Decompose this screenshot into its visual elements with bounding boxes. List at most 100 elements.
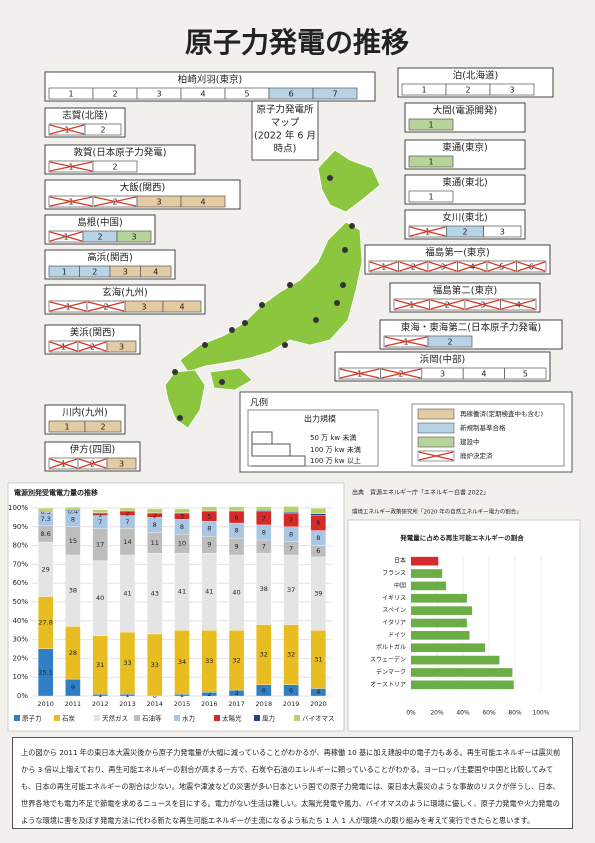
unit-label: 2 [465,86,470,95]
bar-segment [175,509,190,513]
data-label: 4 [316,688,320,696]
unit-label: 1 [428,193,433,202]
data-label: 38 [69,587,77,595]
data-label: 14 [123,538,131,546]
plant-dot [219,379,225,385]
x-tick-label: 100% [532,710,549,717]
scale-title: 出力規模 [304,414,336,424]
plant-name: 伊方(四国) [70,444,115,456]
data-label: 7 [289,544,293,552]
unit-label: 3 [440,370,445,379]
unit-label: 2 [112,163,117,172]
unit-label: 1 [428,121,433,130]
legend-swatch [94,715,100,721]
x-tick-label: 2016 [201,700,218,708]
bar-segment [93,510,108,513]
plant-dot [313,317,319,323]
unit-label: 5 [523,370,528,379]
legend-swatch [54,715,60,721]
unit-label: 4 [153,268,158,277]
caption-line: (2022 年 6 月 [254,130,316,142]
unit-label: 4 [481,370,486,379]
y-tick-label: 100% [8,504,28,512]
bar-segment [284,506,299,512]
bar [411,668,512,677]
data-label: 6 [316,547,320,555]
y-tick-label: 中国 [394,581,406,589]
plant-dot [202,342,208,348]
status-swatch [418,437,454,447]
y-tick-label: 0% [17,692,28,700]
caption-line: マップ [271,118,300,129]
plant-dot [229,327,235,333]
unit-label: 2 [100,423,105,432]
unit-label: 2 [462,228,467,237]
data-label: 17 [96,541,104,549]
x-tick-label: 2011 [65,700,82,708]
data-label: 7 [125,518,129,526]
plant-name: 敦賀(日本原子力発電) [74,147,167,159]
data-label: 9 [207,541,211,549]
caption-line: 原子力発電所 [256,104,314,116]
legend-swatch [294,715,300,721]
chart-title: 発電量に占める再生可能エネルギーの割合 [399,533,524,542]
x-tick-label: 0% [406,710,416,717]
bar [411,582,446,591]
data-label: 8 [316,534,320,542]
legend-label: 風力 [262,714,275,723]
status-label: 再稼働済(定期検査中も含む) [460,409,543,418]
unit-label: 1 [421,86,426,95]
bar-segment [120,508,135,511]
plant-name: 柏崎刈羽(東京) [178,74,242,86]
x-tick-label: 2013 [119,700,136,708]
conclusion-text: 上の図から 2011 年の東日本大震災後から原子力発電量が大幅に減っていることが… [12,737,573,829]
plant-name: 大間(電源開発) [433,105,497,117]
poster-title: 原子力発電の推移 [185,26,409,59]
y-tick-label: イタリア [382,619,406,627]
y-tick-label: オーストリア [370,681,406,688]
data-label: 8 [289,530,293,538]
poster-canvas: 原子力発電の推移 原子力発電所 マップ (2022 年 6 月 時点) 凡例 出… [0,0,595,843]
plant-name: 美浜(関西) [70,327,115,339]
scale-label: 100 万 kw 以上 [310,456,361,465]
unit-label: 1 [428,158,433,167]
map-caption-box: 原子力発電所 マップ (2022 年 6 月 時点) [252,98,318,160]
y-tick-label: イギリス [382,595,406,602]
data-label: 9 [71,684,75,692]
data-label: 34 [178,658,186,666]
plant-name: 東通(東北) [442,177,487,189]
legend-swatch [14,715,20,721]
data-label: 31 [96,661,104,669]
data-label: 29 [41,565,49,573]
unit-label: 4 [200,90,205,99]
x-tick-label: 60% [482,710,496,717]
x-tick-label: 20% [430,710,444,717]
status-swatch [418,423,454,433]
plant-dot [349,223,355,229]
data-label: 15 [69,537,77,545]
data-label: 7 [262,514,266,522]
y-tick-label: 日本 [394,557,406,565]
plant-name: 高浜(関西) [87,252,132,264]
y-tick-label: フランス [382,570,406,577]
legend-title: 凡例 [250,397,268,409]
plant-dot [177,415,183,421]
status-label: 建設中 [460,437,480,446]
unit-label: 1 [64,423,69,432]
x-tick-label: 2015 [174,700,191,708]
unit-label: 3 [500,228,505,237]
data-label: 41 [205,588,213,596]
legend-label: 石炭 [62,715,76,723]
status-swatch [418,409,454,419]
legend-swatch [214,715,220,721]
bar-segment [256,510,271,511]
plant-name: 東通(東京) [442,142,487,154]
plant-dot [172,369,178,375]
x-tick-label: 2018 [256,700,273,708]
scale-label: 50 万 kw 未満 [310,433,356,442]
data-label: 28 [69,649,77,657]
bar-segment [147,509,162,513]
bar-segment [202,507,217,511]
y-tick-label: 30% [12,636,28,644]
bar-segment [65,507,80,510]
